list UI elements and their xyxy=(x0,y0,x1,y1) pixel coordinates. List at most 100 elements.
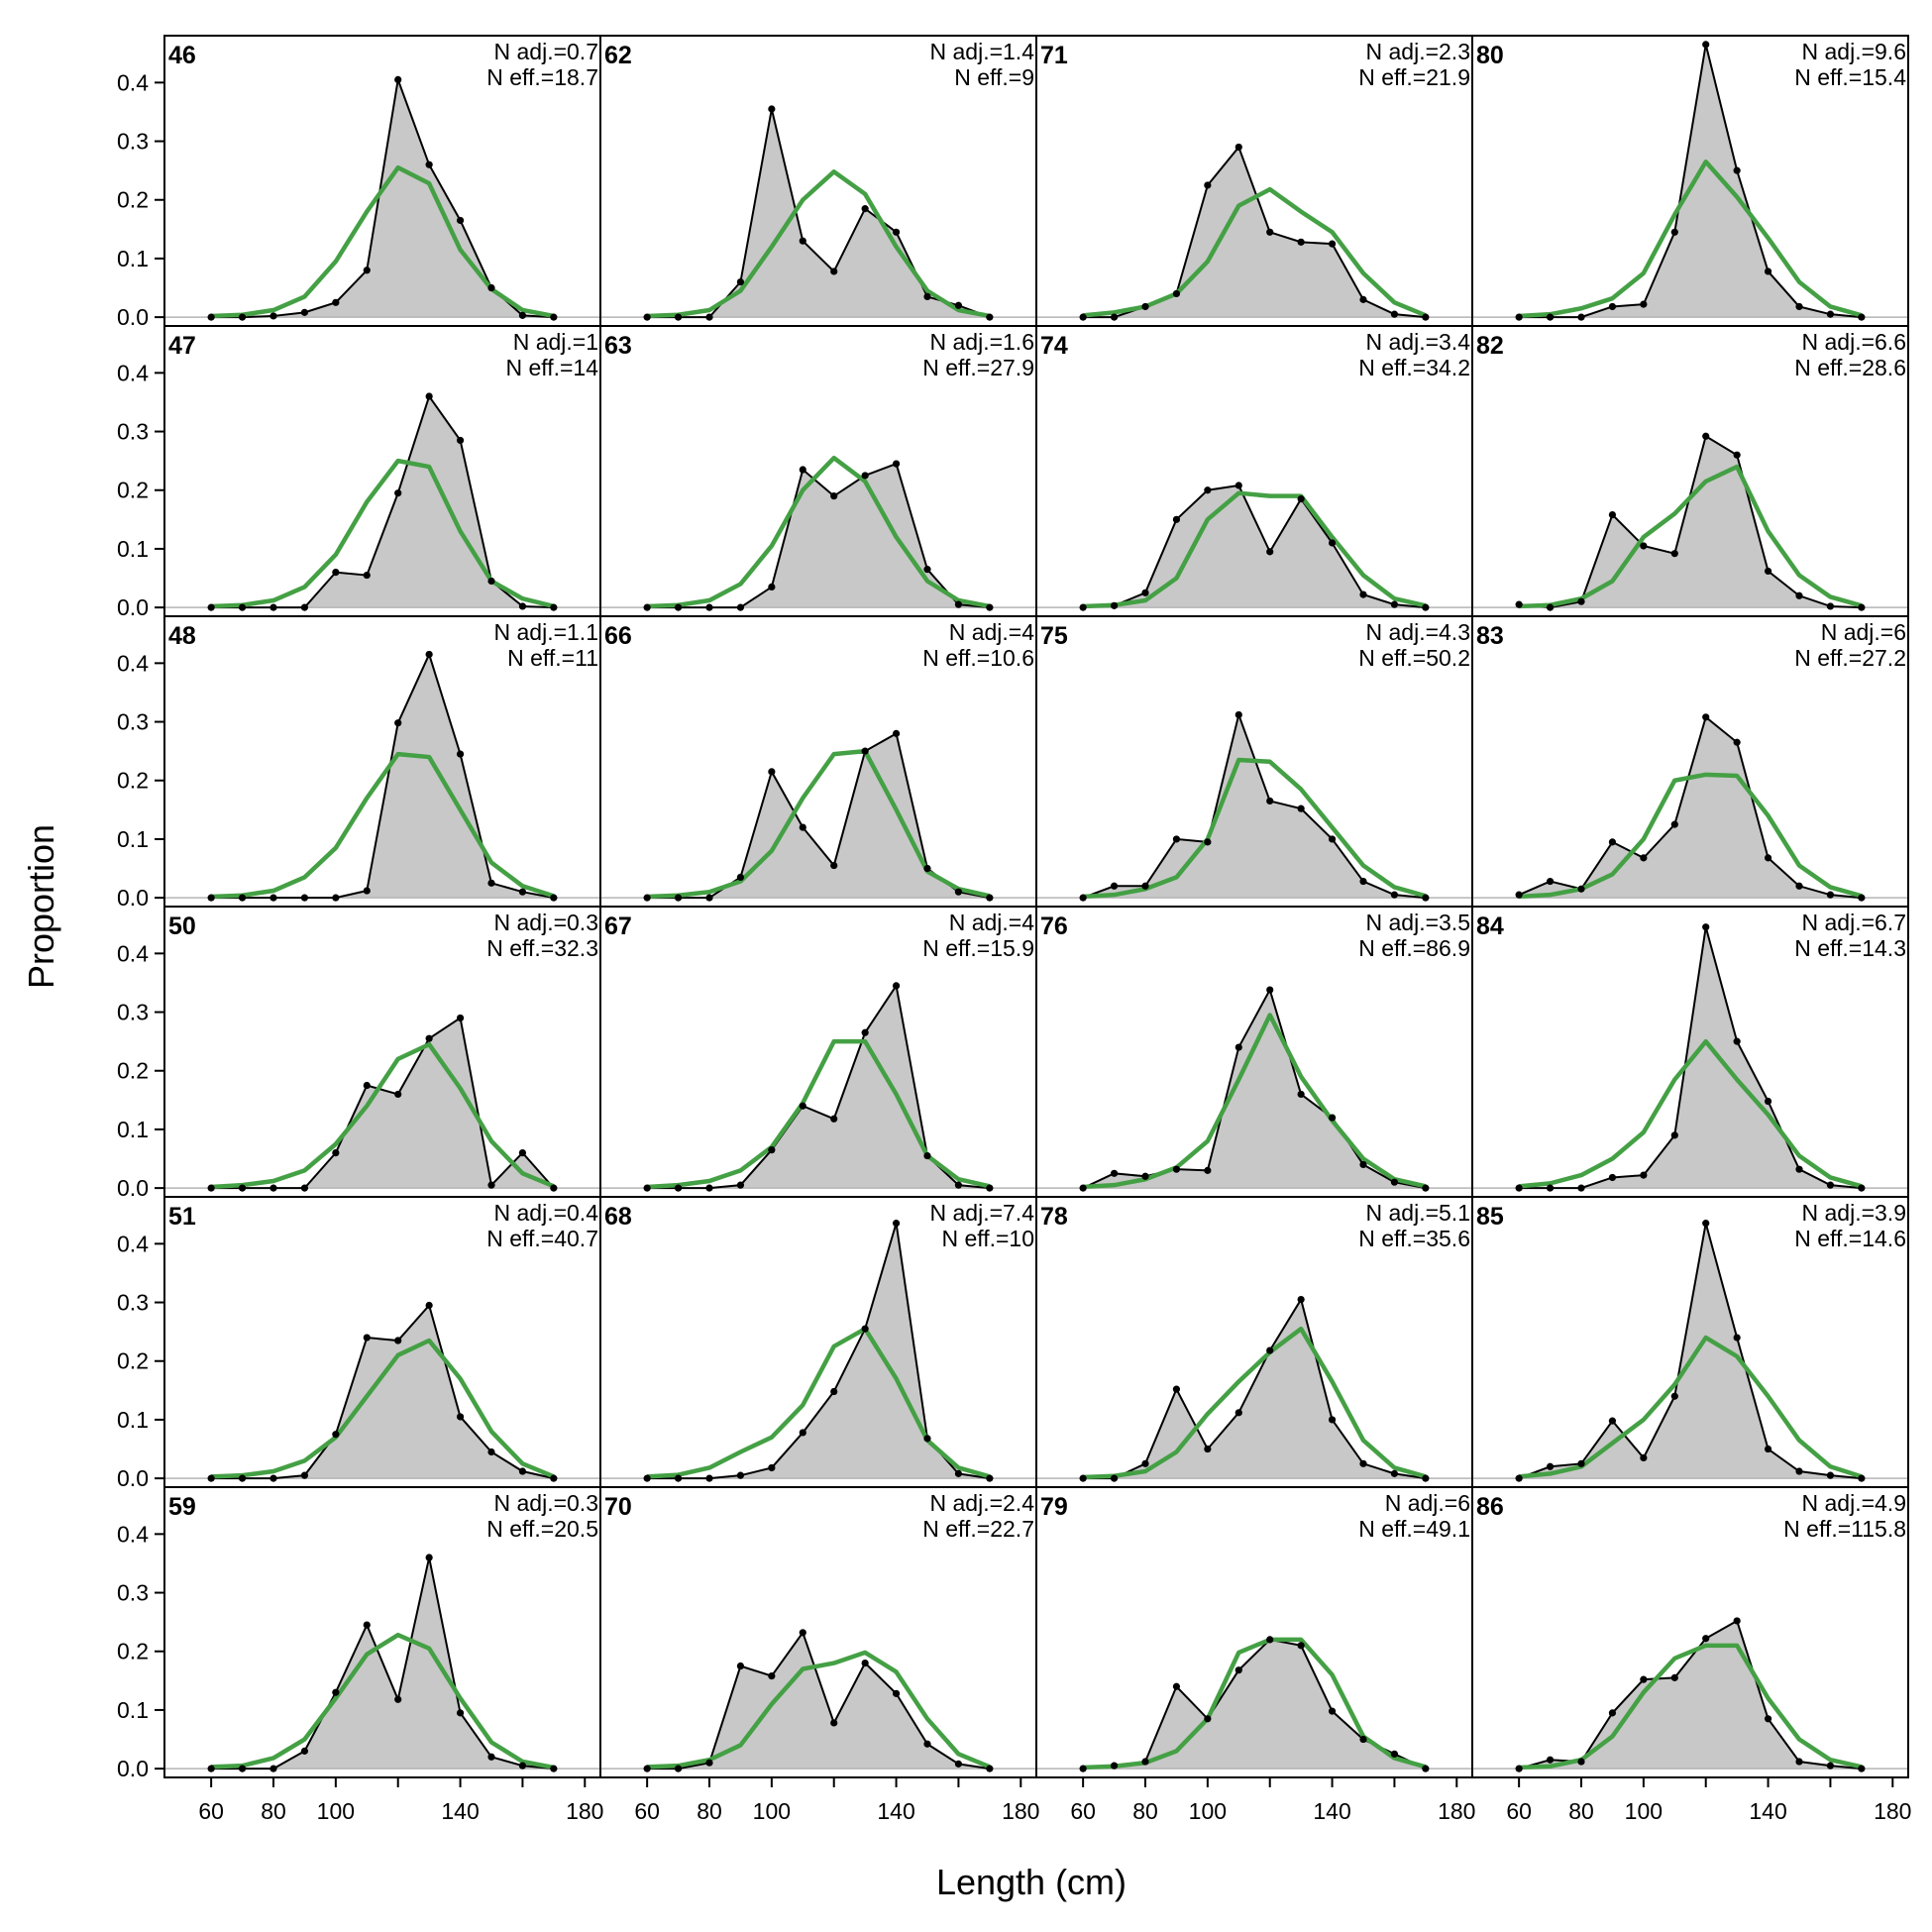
observed-point xyxy=(1172,289,1181,298)
observed-line xyxy=(647,462,990,609)
n-eff-label: N eff.=50.2 xyxy=(1358,645,1470,671)
observed-point xyxy=(1733,166,1741,174)
observed-point xyxy=(674,1765,683,1772)
observed-point xyxy=(487,1448,495,1456)
observed-point xyxy=(1141,1758,1149,1766)
n-eff-label: N eff.=32.3 xyxy=(486,935,598,961)
panel-85: 85 N adj.=3.9N eff.=14.6 xyxy=(1471,1196,1909,1488)
panel-border xyxy=(1471,1486,1909,1778)
observed-point xyxy=(300,1747,309,1755)
observed-line xyxy=(1519,44,1862,319)
observed-point xyxy=(1577,885,1585,893)
observed-point xyxy=(425,650,433,659)
n-eff-label: N eff.=21.9 xyxy=(1358,64,1470,90)
y-tick-label: 0.0 xyxy=(117,1756,149,1781)
panel-50: 50 N adj.=0.3N eff.=32.3 xyxy=(163,906,601,1198)
observed-point xyxy=(425,1554,433,1561)
observed-point xyxy=(1515,1765,1523,1772)
n-adj-label: N adj.=4.9 xyxy=(1802,1490,1907,1516)
observed-point xyxy=(1204,181,1212,189)
panel-id-label: 84 xyxy=(1476,912,1504,940)
panel-id-label: 46 xyxy=(168,42,196,69)
observed-point xyxy=(1422,1184,1430,1192)
n-eff-label: N eff.=11 xyxy=(507,645,598,671)
panel-id-label: 67 xyxy=(604,912,632,940)
observed-area xyxy=(1083,990,1426,1189)
observed-point xyxy=(1234,482,1242,489)
observed-line xyxy=(211,1303,555,1480)
panels: 46 N adj.=0.7N eff.=18.747 N adj.=1N eff.=… xyxy=(163,35,1909,1778)
observed-point xyxy=(986,1184,994,1192)
observed-point xyxy=(1266,797,1274,805)
observed-point xyxy=(1390,1178,1399,1186)
y-tick-label: 0.4 xyxy=(117,1231,149,1256)
observed-point xyxy=(1328,835,1337,843)
observed-point xyxy=(830,492,838,500)
observed-point xyxy=(830,268,838,275)
observed-point xyxy=(1422,603,1430,611)
observed-point xyxy=(1515,313,1523,321)
observed-point xyxy=(1141,302,1149,311)
expected-line xyxy=(1518,1335,1863,1479)
observed-point xyxy=(550,1474,558,1482)
observed-point xyxy=(1795,1758,1803,1766)
observed-line xyxy=(647,108,991,319)
observed-point xyxy=(1390,1750,1399,1758)
panel-71: 71 N adj.=2.3N eff.=21.9 xyxy=(1035,35,1473,327)
observed-point xyxy=(394,75,402,83)
observed-point xyxy=(705,313,713,321)
x-tick-label: 60 xyxy=(198,1798,224,1824)
panel-59: 59 N adj.=0.3N eff.=20.5 xyxy=(163,1486,601,1778)
observed-point xyxy=(830,1115,838,1123)
observed-point xyxy=(1546,603,1555,611)
observed-point xyxy=(425,161,433,168)
observed-point xyxy=(1359,1160,1367,1169)
y-tick-label: 0.2 xyxy=(117,1058,149,1084)
expected-line xyxy=(211,1632,555,1771)
y-tick-label: 0.3 xyxy=(117,1290,149,1316)
observed-area xyxy=(211,396,554,608)
observed-area xyxy=(1519,1620,1862,1770)
n-adj-label: N adj.=1.4 xyxy=(930,39,1035,64)
observed-point xyxy=(1079,1184,1087,1192)
observed-point xyxy=(768,1463,776,1472)
x-tick-label: 180 xyxy=(566,1798,603,1824)
observed-point xyxy=(518,1762,527,1770)
observed-point xyxy=(550,603,558,611)
n-adj-label: N adj.=2.4 xyxy=(930,1490,1035,1516)
observed-point xyxy=(923,566,931,574)
x-tick-label: 140 xyxy=(1749,1798,1786,1824)
x-tick-label: 100 xyxy=(317,1798,355,1824)
observed-point xyxy=(1858,313,1866,321)
observed-point xyxy=(1764,854,1772,862)
observed-point xyxy=(1640,1675,1648,1683)
observed-point xyxy=(986,894,994,902)
observed-point xyxy=(705,603,713,611)
panel-id-label: 50 xyxy=(168,912,196,940)
n-adj-label: N adj.=6 xyxy=(1385,1490,1470,1516)
observed-point xyxy=(487,283,495,292)
observed-point xyxy=(1266,1636,1274,1644)
observed-point xyxy=(1204,838,1212,846)
n-adj-label: N adj.=6 xyxy=(1821,619,1906,645)
n-eff-label: N eff.=18.7 xyxy=(486,64,598,90)
expected-line xyxy=(1083,490,1427,609)
observed-point xyxy=(1515,891,1523,899)
observed-point xyxy=(1110,1474,1119,1482)
panel-id-label: 62 xyxy=(604,42,632,69)
expected-line xyxy=(647,455,991,609)
observed-point xyxy=(363,571,371,580)
observed-point xyxy=(1608,510,1617,519)
panel-66: 66 N adj.=4N eff.=10.6 xyxy=(599,615,1037,908)
observed-point xyxy=(1608,302,1617,311)
n-eff-label: N eff.=115.8 xyxy=(1783,1516,1906,1542)
panel-id-label: 78 xyxy=(1040,1203,1068,1231)
observed-point xyxy=(1608,1173,1617,1182)
n-adj-label: N adj.=9.6 xyxy=(1802,39,1907,64)
observed-point xyxy=(394,1695,402,1703)
observed-line xyxy=(211,651,555,900)
observed-point xyxy=(923,1435,931,1443)
observed-point xyxy=(1141,1459,1149,1467)
panel-67: 67 N adj.=4N eff.=15.9 xyxy=(599,906,1037,1198)
observed-point xyxy=(892,460,901,468)
